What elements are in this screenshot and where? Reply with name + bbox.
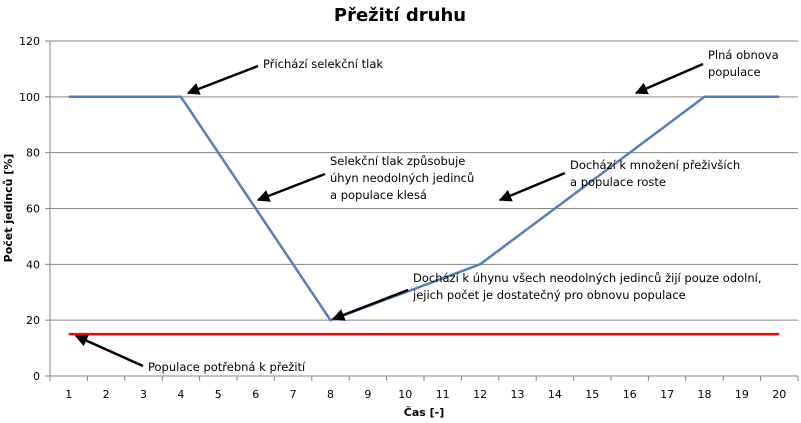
y-tick-label-80: 80 <box>26 147 40 160</box>
annotation-line: Selekční tlak způsobuje <box>330 154 465 168</box>
annotation-line: populace <box>708 65 761 79</box>
x-tick-label-5: 5 <box>215 388 222 401</box>
annotation-text-6: Populace potřebná k přežití <box>148 360 306 374</box>
y-tick-label-0: 0 <box>33 370 40 383</box>
annotation-arrow-2 <box>634 62 704 95</box>
x-tick-label-3: 3 <box>140 388 147 401</box>
x-tick-label-10: 10 <box>398 388 412 401</box>
x-tick-label-19: 19 <box>735 388 749 401</box>
x-tick-label-14: 14 <box>548 388 562 401</box>
x-tick-label-8: 8 <box>327 388 334 401</box>
y-tick-label-100: 100 <box>19 91 40 104</box>
annotation-arrow-4 <box>498 171 566 202</box>
annotation-line: Dochází k úhynu všech neodolných jedinců… <box>413 271 762 285</box>
x-tick-label-12: 12 <box>473 388 487 401</box>
x-tick-label-17: 17 <box>660 388 674 401</box>
y-tick-label-40: 40 <box>26 258 40 271</box>
annotation-text-3: Selekční tlak způsobuje úhyn neodolných j… <box>330 154 474 202</box>
annotation-text-1: Přichází selekční tlak <box>263 57 383 71</box>
x-tick-label-4: 4 <box>177 388 184 401</box>
y-tick-label-20: 20 <box>26 314 40 327</box>
annotation-line: a populace klesá <box>330 188 427 202</box>
annotation-arrow-6 <box>74 334 144 368</box>
y-axis-ticks: 0 20 40 60 80 100 120 <box>19 35 50 383</box>
x-tick-label-6: 6 <box>252 388 259 401</box>
y-tick-label-120: 120 <box>19 35 40 48</box>
annotations: Přichází selekční tlak Plná obnova populac… <box>74 48 779 374</box>
x-tick-label-18: 18 <box>698 388 712 401</box>
x-axis-ticks: 1 2 3 4 5 6 7 8 9 10 11 12 13 14 15 16 17 18 19 20 <box>49 376 799 401</box>
annotation-line: úhyn neodolných jedinců <box>330 171 474 185</box>
x-tick-label-15: 15 <box>585 388 599 401</box>
series-line-1 <box>68 95 780 322</box>
annotation-line: Přichází selekční tlak <box>263 57 383 71</box>
annotation-line: a populace roste <box>570 175 666 189</box>
annotation-arrow-5 <box>331 288 409 321</box>
annotation-text-5: Dochází k úhynu všech neodolných jedinců… <box>412 271 762 302</box>
annotation-line: jejich počet je dostatečný pro obnovu po… <box>412 288 686 302</box>
chart-title: Přežití druhu <box>334 5 466 26</box>
x-axis-label: Čas [-] <box>404 406 445 419</box>
x-tick-label-20: 20 <box>772 388 786 401</box>
annotation-line: Populace potřebná k přežití <box>148 360 306 374</box>
x-tick-label-11: 11 <box>436 388 450 401</box>
x-tick-label-16: 16 <box>623 388 637 401</box>
x-tick-label-9: 9 <box>364 388 371 401</box>
x-tick-label-1: 1 <box>65 388 72 401</box>
x-tick-label-2: 2 <box>103 388 110 401</box>
annotation-line: Plná obnova <box>708 48 779 62</box>
y-tick-label-60: 60 <box>26 203 40 216</box>
y-axis-label: Počet jedinců [%] <box>2 154 15 263</box>
annotation-text-2: Plná obnova populace <box>708 48 779 79</box>
annotation-arrow-1 <box>186 64 259 95</box>
annotation-text-4: Dochází k množení přeživších a populace r… <box>570 158 740 189</box>
annotation-line: Dochází k množení přeživších <box>570 158 740 172</box>
series-group <box>68 95 780 336</box>
annotation-arrow-3 <box>256 172 326 202</box>
x-tick-label-13: 13 <box>511 388 525 401</box>
x-tick-label-7: 7 <box>290 388 297 401</box>
